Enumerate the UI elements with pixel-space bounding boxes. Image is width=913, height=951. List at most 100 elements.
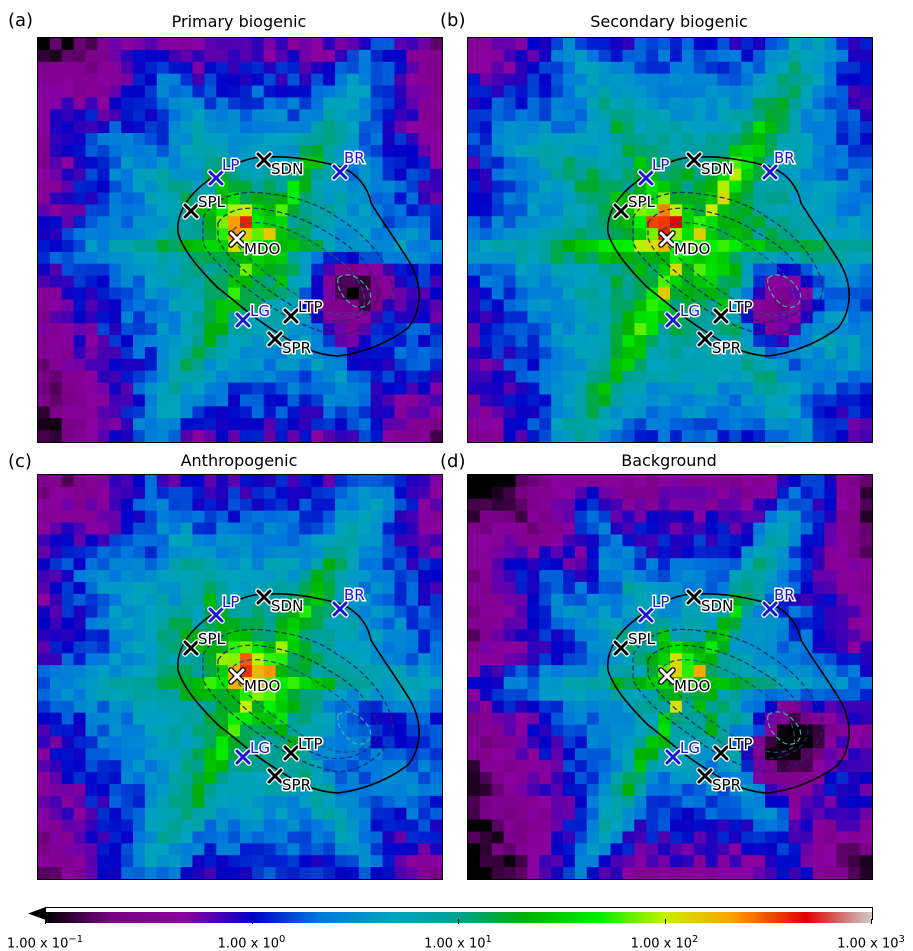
grid-cell (85, 323, 99, 336)
grid-cell (848, 593, 861, 607)
grid-cell (133, 843, 146, 856)
grid-cell (586, 275, 600, 289)
grid-cell (394, 736, 407, 749)
grid-cell (61, 49, 75, 63)
grid-cell (479, 760, 493, 773)
grid-cell (598, 121, 612, 134)
grid-cell (38, 121, 51, 134)
grid-cell (860, 370, 872, 384)
grid-cell (180, 617, 194, 631)
grid-cell (836, 97, 849, 110)
grid-cell (144, 97, 158, 110)
grid-cell (551, 382, 564, 396)
grid-cell (634, 61, 647, 75)
grid-cell (670, 772, 683, 785)
grid-cell (836, 783, 849, 797)
grid-cell (346, 807, 360, 821)
grid-cell (681, 736, 695, 749)
grid-cell (323, 109, 336, 122)
grid-cell (335, 61, 348, 75)
grid-cell (121, 700, 134, 714)
grid-cell (610, 581, 624, 595)
grid-cell (776, 558, 790, 571)
grid-cell (824, 700, 837, 714)
grid-cell (824, 510, 837, 524)
grid-cell (491, 156, 505, 170)
grid-cell (204, 346, 217, 360)
grid-cell (287, 61, 301, 75)
grid-cell (204, 228, 217, 241)
grid-cell (848, 475, 861, 488)
grid-cell (776, 85, 790, 99)
grid-cell (133, 736, 146, 749)
grid-cell (848, 736, 861, 749)
grid-cell (479, 593, 493, 607)
grid-cell (824, 629, 837, 642)
grid-cell (311, 510, 324, 524)
grid-cell (491, 486, 505, 500)
grid-cell (551, 263, 564, 277)
grid-cell (73, 216, 87, 229)
site-label: BR (774, 149, 795, 167)
grid-cell (753, 49, 766, 63)
grid-cell (753, 546, 766, 559)
grid-cell (133, 299, 146, 312)
grid-cell (634, 109, 647, 122)
grid-cell (156, 156, 170, 170)
grid-cell (311, 430, 324, 442)
grid-cell (646, 546, 659, 559)
grid-cell (860, 168, 872, 182)
grid-cell (586, 394, 600, 407)
grid-cell (586, 73, 600, 87)
grid-cell (38, 629, 51, 642)
grid-cell (670, 831, 683, 844)
grid-cell (394, 358, 407, 372)
grid-cell (180, 192, 194, 205)
grid-cell (634, 394, 647, 407)
grid-cell (776, 216, 790, 229)
grid-cell (729, 546, 742, 559)
grid-cell (717, 263, 731, 277)
grid-cell (705, 855, 719, 868)
grid-cell (717, 418, 731, 431)
grid-cell (551, 61, 564, 75)
grid-cell (299, 144, 312, 158)
grid-cell (133, 570, 146, 583)
grid-cell (394, 49, 407, 63)
grid-cell (144, 486, 158, 500)
grid-cell (539, 240, 552, 253)
grid-cell (468, 370, 481, 384)
grid-cell (848, 700, 861, 714)
grid-cell (382, 748, 396, 761)
grid-cell (61, 475, 75, 488)
grid-cell (836, 653, 849, 666)
grid-cell (729, 228, 742, 241)
grid-cell (491, 240, 505, 253)
grid-cell (323, 629, 336, 642)
grid-cell (85, 617, 99, 631)
grid-cell (240, 712, 253, 726)
grid-cell (133, 382, 146, 396)
grid-cell (848, 605, 861, 619)
grid-cell (788, 168, 802, 182)
grid-cell (765, 641, 778, 654)
grid-cell (109, 73, 122, 87)
grid-cell (216, 61, 229, 75)
grid-cell (168, 475, 182, 488)
grid-cell (503, 486, 517, 500)
grid-cell (753, 73, 766, 87)
grid-cell (240, 867, 253, 879)
grid-cell (228, 73, 241, 87)
grid-cell (216, 49, 229, 63)
grid-cell (717, 275, 731, 289)
grid-cell (788, 85, 802, 99)
grid-cell (382, 807, 396, 821)
grid-cell (800, 486, 814, 500)
grid-cell (85, 180, 99, 194)
grid-cell (85, 677, 99, 690)
grid-cell (370, 629, 384, 642)
grid-cell (418, 807, 431, 821)
grid-cell (430, 534, 442, 547)
grid-cell (275, 358, 289, 372)
grid-cell (97, 38, 110, 51)
